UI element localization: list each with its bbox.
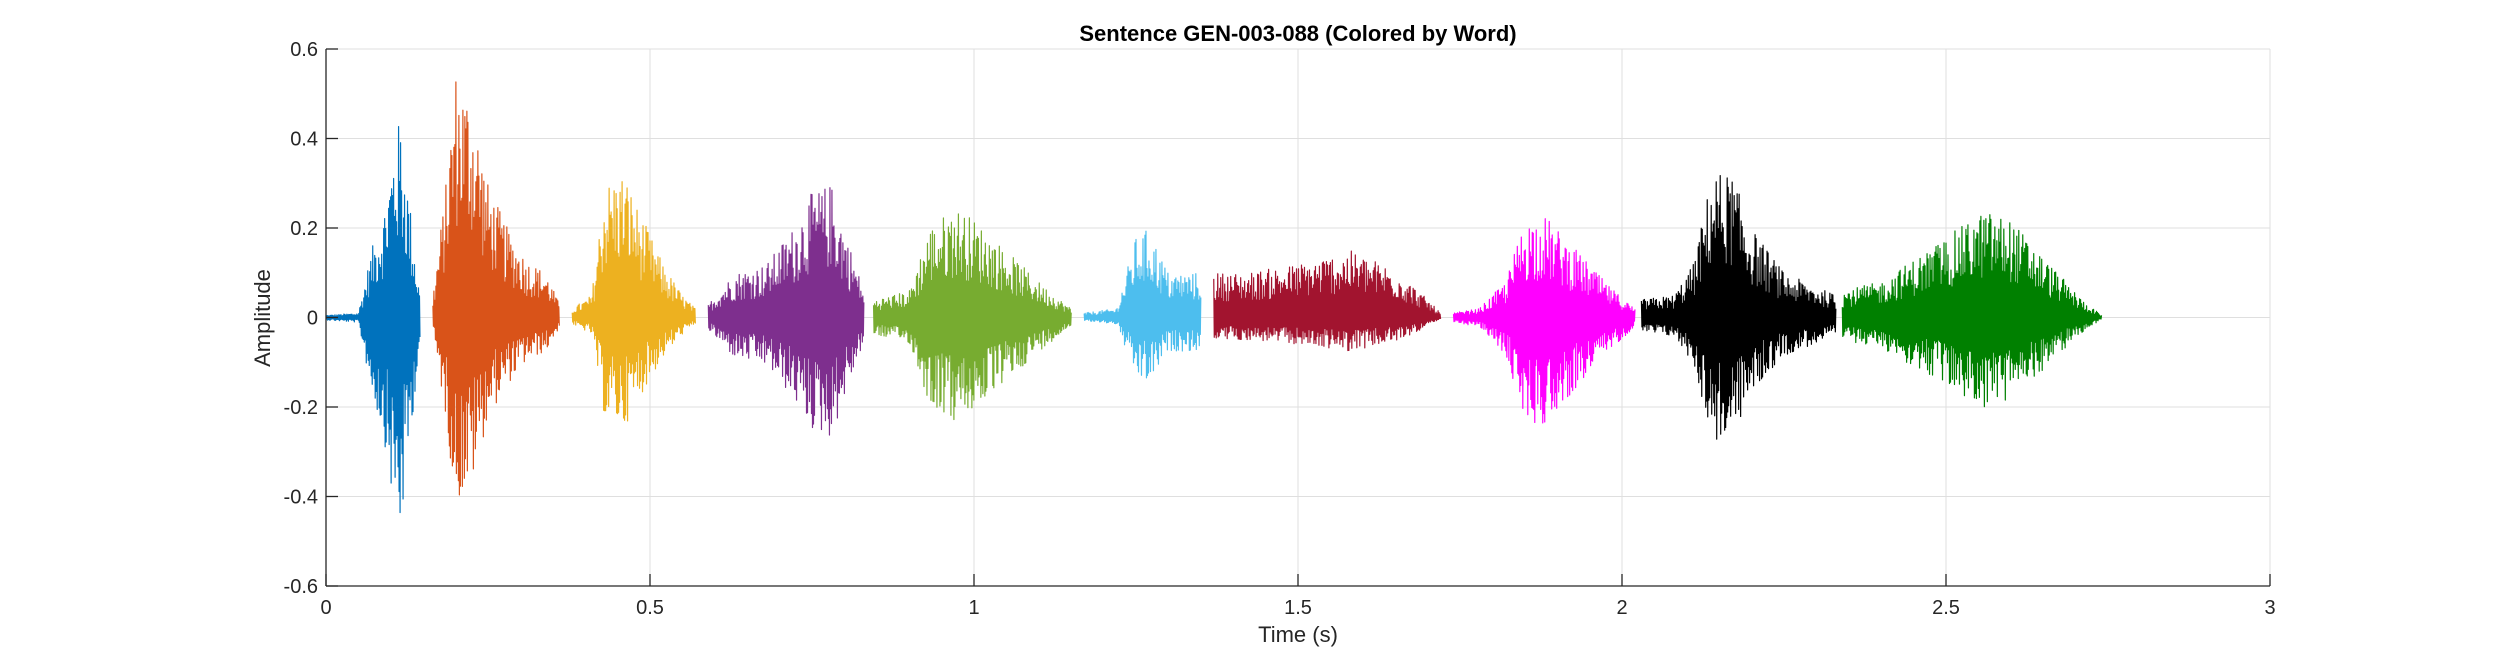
- tick-labels: 0 0.5 1 1.5 2 2.5 3 -0.6 -0.4 -0.2 0 0.2 0.4 0.6: [284, 39, 2276, 619]
- y-tick-label: -0.6: [284, 576, 318, 598]
- waveform-segment-2: [432, 81, 560, 496]
- x-tick-label: 2: [1616, 597, 1627, 619]
- waveform-segment-10: [1841, 214, 2103, 408]
- waveform-segment-8: [1452, 218, 1636, 424]
- waveform-series-group: [325, 81, 2103, 514]
- waveform-segment-4: [707, 187, 865, 436]
- y-tick-label: 0.2: [290, 218, 318, 240]
- x-tick-label: 1: [968, 597, 979, 619]
- x-tick-label: 0: [320, 597, 331, 619]
- waveform-segment-7: [1213, 250, 1442, 352]
- axes: [325, 48, 2271, 587]
- x-tick-label: 3: [2264, 597, 2275, 619]
- x-tick-label: 2.5: [1932, 597, 1960, 619]
- y-tick-label: 0.4: [290, 129, 318, 151]
- waveform-segment-6: [1083, 230, 1202, 379]
- x-tick-label: 1.5: [1284, 597, 1312, 619]
- x-axis-label: Time (s): [1258, 622, 1338, 647]
- waveform-segment-9: [1640, 175, 1837, 440]
- waveform-segment-5: [872, 213, 1072, 421]
- chart-title: Sentence GEN-003-088 (Colored by Word): [1079, 21, 1516, 46]
- waveform-segment-1: [325, 126, 421, 514]
- x-tick-label: 0.5: [636, 597, 664, 619]
- y-tick-label: -0.2: [284, 397, 318, 419]
- waveform-segment-3: [571, 181, 696, 422]
- y-axis-label: Amplitude: [250, 269, 275, 367]
- y-tick-label: -0.4: [284, 487, 318, 509]
- y-tick-label: 0.6: [290, 39, 318, 61]
- y-tick-label: 0: [307, 308, 318, 330]
